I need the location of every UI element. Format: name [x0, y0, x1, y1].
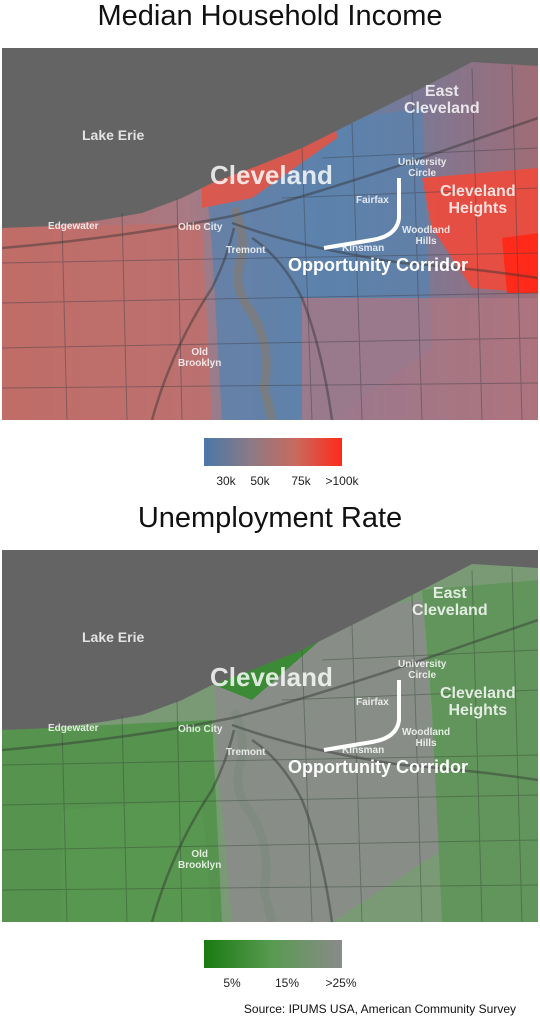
income-legend-tick: 30k	[216, 474, 236, 488]
unemployment-legend-tick: 5%	[223, 976, 241, 990]
label-woodland-hills: Woodland Hills	[402, 727, 451, 749]
unemployment-legend-colorbar	[204, 940, 342, 968]
unemployment-legend-tick: >25%	[325, 976, 357, 990]
unemp-zone-southwest	[62, 800, 212, 922]
label-university-circle: University Circle	[398, 659, 447, 681]
label-cleveland-heights: Cleveland Heights	[440, 183, 516, 217]
label-old-brooklyn: Old Brooklyn	[178, 849, 222, 871]
label-cleveland-heights: Cleveland Heights	[440, 685, 516, 719]
tract-boundaries-2	[2, 567, 538, 922]
source-note: Source: IPUMS USA, American Community Su…	[243, 1002, 516, 1016]
label-fairfax: Fairfax	[356, 697, 389, 708]
income-zone-west	[2, 223, 212, 420]
unemp-zone-east	[422, 580, 538, 922]
label-opportunity-corridor: Opportunity Corridor	[288, 757, 468, 777]
highways	[2, 116, 538, 420]
label-university-circle: University Circle	[398, 157, 447, 179]
income-map-canvas	[2, 48, 538, 420]
unemployment-legend-tick: 15%	[274, 976, 300, 990]
unemployment-map-canvas	[2, 550, 538, 922]
cuyahoga-river	[229, 206, 277, 420]
label-woodland-hills: Woodland Hills	[402, 225, 451, 247]
label-fairfax: Fairfax	[356, 195, 389, 206]
label-east-cleveland: East Cleveland	[412, 585, 488, 619]
label-tremont: Tremont	[226, 245, 266, 256]
label-kinsman: Kinsman	[342, 745, 385, 756]
unemployment-map: Lake Erie East Cleveland University Circ…	[2, 550, 538, 922]
income-zone-south	[302, 298, 538, 420]
label-opportunity-corridor: Opportunity Corridor	[288, 255, 468, 275]
income-legend-colorbar	[204, 438, 342, 466]
label-lake-erie: Lake Erie	[82, 629, 145, 645]
label-ohio-city: Ohio City	[178, 724, 223, 735]
label-cleveland: Cleveland	[210, 160, 333, 190]
label-lake-erie: Lake Erie	[82, 127, 145, 143]
label-kinsman: Kinsman	[342, 243, 385, 254]
income-legend-tick: 75k	[291, 474, 311, 488]
cuyahoga-river-2	[229, 708, 277, 922]
income-zone-heights-high	[502, 233, 538, 293]
unemployment-map-title: Unemployment Rate	[137, 502, 403, 534]
label-cleveland: Cleveland	[210, 662, 333, 692]
label-edgewater: Edgewater	[48, 221, 99, 232]
label-old-brooklyn: Old Brooklyn	[178, 347, 222, 369]
label-edgewater: Edgewater	[48, 723, 99, 734]
tract-boundaries	[2, 65, 538, 420]
label-east-cleveland: East Cleveland	[404, 83, 480, 117]
opportunity-corridor-route-2	[323, 680, 401, 752]
income-map: Lake Erie East Cleveland University Circ…	[2, 48, 538, 420]
highways-2	[2, 618, 538, 922]
lake-erie-water	[2, 48, 538, 228]
opportunity-corridor-route	[323, 178, 401, 250]
label-ohio-city: Ohio City	[178, 222, 223, 233]
label-tremont: Tremont	[226, 747, 266, 758]
income-legend-tick: 50k	[250, 474, 270, 488]
income-map-title: Median Household Income	[97, 0, 443, 32]
lake-erie-water-2	[2, 550, 538, 730]
income-legend-tick: >100k	[325, 474, 359, 488]
